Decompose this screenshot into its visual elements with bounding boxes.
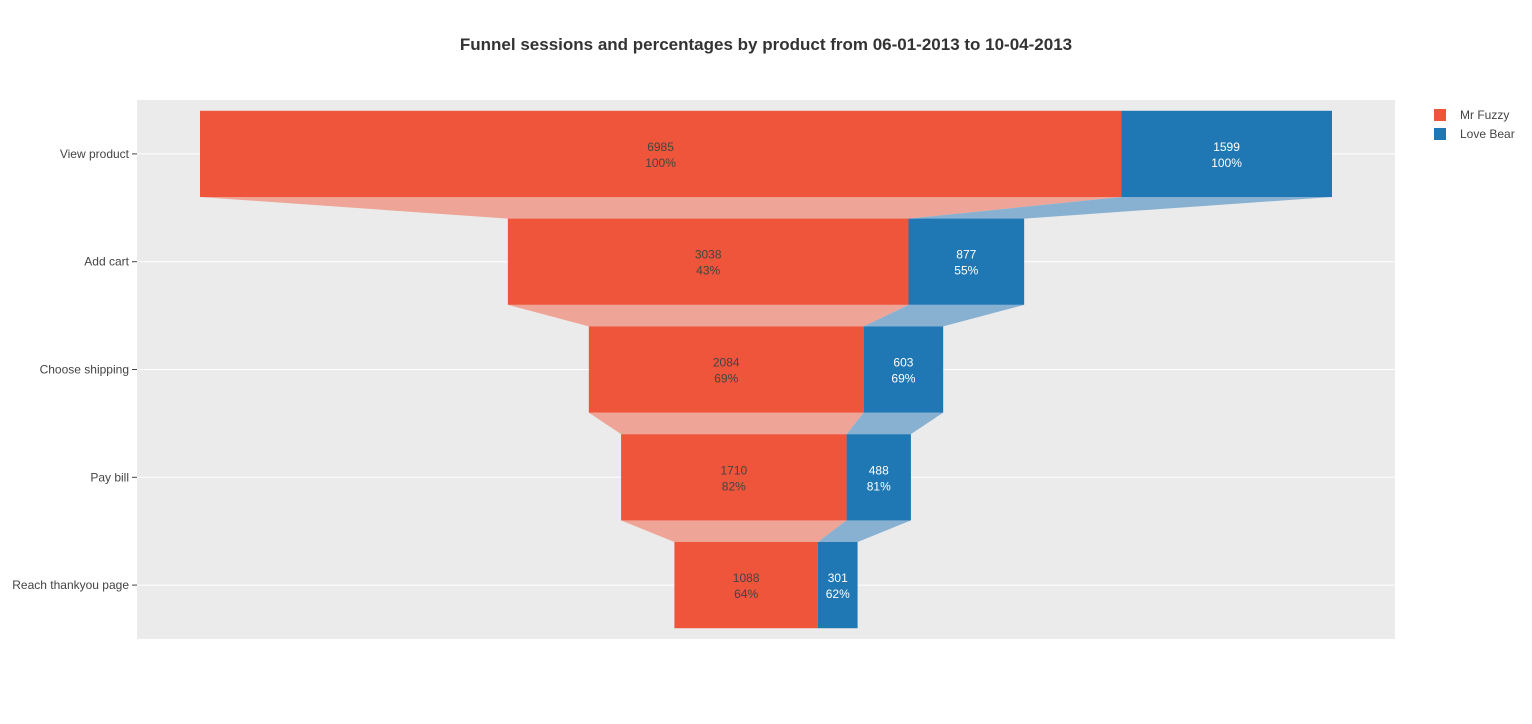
percent-label: 64% <box>734 587 758 601</box>
y-tick-label: Add cart <box>84 255 129 269</box>
bar-love-bear <box>846 434 911 521</box>
y-axis: View product Add cart Choose shipping Pay b… <box>12 147 137 592</box>
y-tick-label: Reach thankyou page <box>12 578 129 592</box>
funnel-connectors <box>200 197 1332 542</box>
legend-label: Mr Fuzzy <box>1460 108 1509 122</box>
y-tick-label: View product <box>60 147 130 161</box>
value-label: 6985 <box>647 140 674 154</box>
value-label: 603 <box>893 356 913 370</box>
bar-mr-fuzzy <box>674 541 818 629</box>
legend-swatch-love-bear <box>1434 128 1446 140</box>
bar-love-bear <box>863 326 944 413</box>
funnel-bars <box>200 110 1332 629</box>
y-tick-label: Choose shipping <box>40 363 129 377</box>
percent-label: 62% <box>826 587 850 601</box>
connector-mr-fuzzy <box>588 412 864 435</box>
bar-love-bear <box>817 541 858 629</box>
bar-mr-fuzzy <box>507 218 909 305</box>
connector-love-bear <box>817 520 911 542</box>
value-label: 488 <box>869 463 889 477</box>
value-label: 1599 <box>1213 140 1240 154</box>
value-label: 1088 <box>733 571 760 585</box>
percent-label: 43% <box>696 264 720 278</box>
value-label: 301 <box>828 571 848 585</box>
bar-love-bear <box>908 218 1025 305</box>
connector-love-bear <box>846 412 944 435</box>
bar-mr-fuzzy <box>200 110 1122 198</box>
bar-love-bear <box>1121 110 1332 198</box>
legend: Mr Fuzzy Love Bear <box>1434 108 1515 141</box>
percent-label: 55% <box>954 264 978 278</box>
bar-mr-fuzzy <box>621 434 847 521</box>
chart-title: Funnel sessions and percentages by produ… <box>460 35 1072 54</box>
value-label: 1710 <box>720 463 747 477</box>
percent-label: 69% <box>891 372 915 386</box>
connector-love-bear <box>908 197 1332 219</box>
connector-mr-fuzzy <box>621 520 847 542</box>
connector-mr-fuzzy <box>507 304 909 327</box>
y-tick-label: Pay bill <box>90 470 129 484</box>
legend-swatch-mr-fuzzy <box>1434 109 1446 121</box>
connector-mr-fuzzy <box>200 197 1122 219</box>
connector-love-bear <box>863 304 1025 327</box>
percent-label: 81% <box>867 479 891 493</box>
percent-label: 100% <box>645 156 676 170</box>
percent-label: 82% <box>722 479 746 493</box>
value-label: 2084 <box>713 356 740 370</box>
value-label: 877 <box>956 248 976 262</box>
bar-labels: 6985 100% 1599 100% 3038 43% 877 55% 2084 69% 603 6… <box>645 140 1242 601</box>
legend-label: Love Bear <box>1460 127 1515 141</box>
bar-mr-fuzzy <box>588 326 864 413</box>
value-label: 3038 <box>695 248 722 262</box>
percent-label: 100% <box>1211 156 1242 170</box>
percent-label: 69% <box>714 372 738 386</box>
